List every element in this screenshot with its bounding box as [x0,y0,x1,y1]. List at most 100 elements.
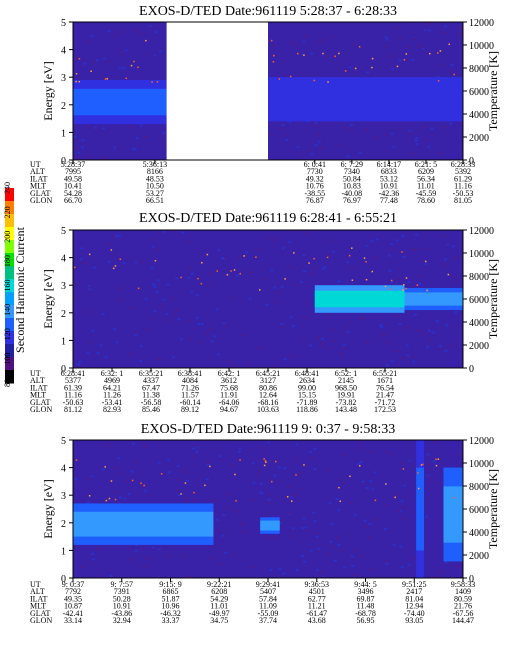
noise-cell [205,478,209,481]
ephemeris-value: 9:58:33 [451,580,475,589]
ephemeris-value: 81.04 [405,594,423,603]
noise-cell [195,445,199,448]
y-tick-label: 2 [61,309,66,320]
noise-cell [80,247,84,250]
noise-cell [244,362,248,365]
noise-cell [392,145,396,148]
ephemeris-value: 6:48:41 [295,369,319,378]
noise-cell [300,53,304,56]
data-dot [371,270,374,273]
noise-cell [315,535,319,538]
noise-cell [124,49,128,52]
noise-cell [196,446,200,449]
data-dot [184,482,187,484]
noise-cell [327,552,331,555]
data-dot [348,254,351,257]
ephemeris-value: 3496 [358,587,374,596]
noise-cell [395,239,399,242]
noise-cell [340,355,344,358]
noise-cell [316,550,320,553]
data-dot [385,483,387,485]
noise-cell [266,236,270,239]
noise-cell [118,67,122,70]
data-dot [143,484,145,487]
noise-cell [271,239,275,242]
noise-cell [417,274,421,277]
noise-cell [145,329,149,332]
noise-cell [358,555,362,558]
noise-cell [144,557,148,560]
noise-cell [314,144,318,147]
noise-cell [314,531,318,534]
ephemeris-value: 11.48 [357,602,375,611]
noise-cell [302,40,306,43]
noise-cell [291,325,295,328]
ephemeris-value: 5392 [455,167,471,176]
data-dot [290,500,293,502]
data-dot [105,499,108,502]
noise-cell [385,38,389,41]
noise-cell [185,497,189,500]
noise-cell [190,272,194,275]
noise-cell [346,330,350,333]
noise-cell [414,329,418,332]
ephemeris-value: 11.26 [103,391,121,400]
noise-cell [195,451,199,454]
noise-cell [326,253,330,256]
ephemeris-value: 15.15 [298,391,316,400]
data-dot [200,282,203,285]
data-dot [405,53,408,55]
noise-cell [286,486,290,489]
data-dot [243,255,245,257]
ephemeris-value: 6:55:21 [373,369,397,378]
data-dot [75,80,77,83]
ephemeris-value: 6833 [381,167,397,176]
data-dot [448,43,451,46]
data-dot [274,460,277,463]
colorbar-swatch [5,370,14,384]
noise-cell [109,574,113,577]
noise-cell [207,272,211,275]
noise-cell [83,62,87,65]
noise-cell [222,513,226,516]
noise-cell [313,468,317,471]
ephemeris-value: 33.37 [162,616,180,625]
noise-cell [291,355,295,358]
noise-cell [107,442,111,445]
noise-cell [112,328,116,331]
noise-cell [252,482,256,485]
noise-cell [199,342,203,345]
y-tick-label: 2 [61,101,66,112]
data-dot [271,480,273,483]
noise-cell [135,544,139,547]
noise-cell [80,146,84,149]
noise-cell [401,357,405,360]
noise-cell [427,145,431,148]
noise-cell [236,274,240,277]
noise-cell [303,302,307,305]
ephemeris-value: 9:36:53 [305,580,329,589]
noise-cell [204,332,208,335]
noise-cell [289,495,293,498]
noise-cell [317,548,321,551]
noise-cell [116,298,120,301]
noise-cell [127,493,131,496]
noise-cell [424,125,428,128]
noise-cell [383,560,387,563]
ephemeris-value: 34.75 [210,616,228,625]
y-tick-label: 1 [61,546,66,557]
data-dot [435,464,438,467]
y-right-tick-label: 4000 [469,528,489,539]
noise-cell [453,257,457,260]
noise-cell [336,509,340,512]
noise-cell [215,530,219,533]
noise-cell [316,569,320,572]
noise-cell [420,45,424,48]
data-dot [206,253,209,256]
noise-cell [342,344,346,347]
noise-cell [165,313,169,316]
noise-cell [385,340,389,343]
ephemeris-row-label: GLAT [30,189,51,198]
ephemeris-row-label: GLON [30,616,52,625]
noise-cell [122,67,126,70]
